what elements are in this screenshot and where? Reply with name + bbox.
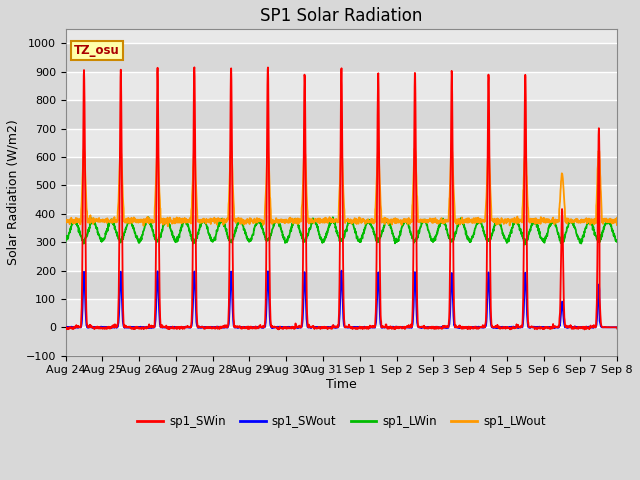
Bar <box>65 327 617 356</box>
Legend: sp1_SWin, sp1_SWout, sp1_LWin, sp1_LWout: sp1_SWin, sp1_SWout, sp1_LWin, sp1_LWout <box>132 410 550 433</box>
Bar <box>65 214 617 242</box>
Text: TZ_osu: TZ_osu <box>74 44 120 57</box>
Y-axis label: Solar Radiation (W/m2): Solar Radiation (W/m2) <box>7 120 20 265</box>
Bar <box>65 299 617 327</box>
Bar <box>65 29 617 44</box>
Bar <box>65 72 617 100</box>
Bar <box>65 44 617 72</box>
Bar <box>65 157 617 185</box>
Bar <box>65 271 617 299</box>
X-axis label: Time: Time <box>326 378 356 391</box>
Bar <box>65 100 617 129</box>
Bar <box>65 185 617 214</box>
Bar <box>65 129 617 157</box>
Title: SP1 Solar Radiation: SP1 Solar Radiation <box>260 7 422 25</box>
Bar <box>65 242 617 271</box>
